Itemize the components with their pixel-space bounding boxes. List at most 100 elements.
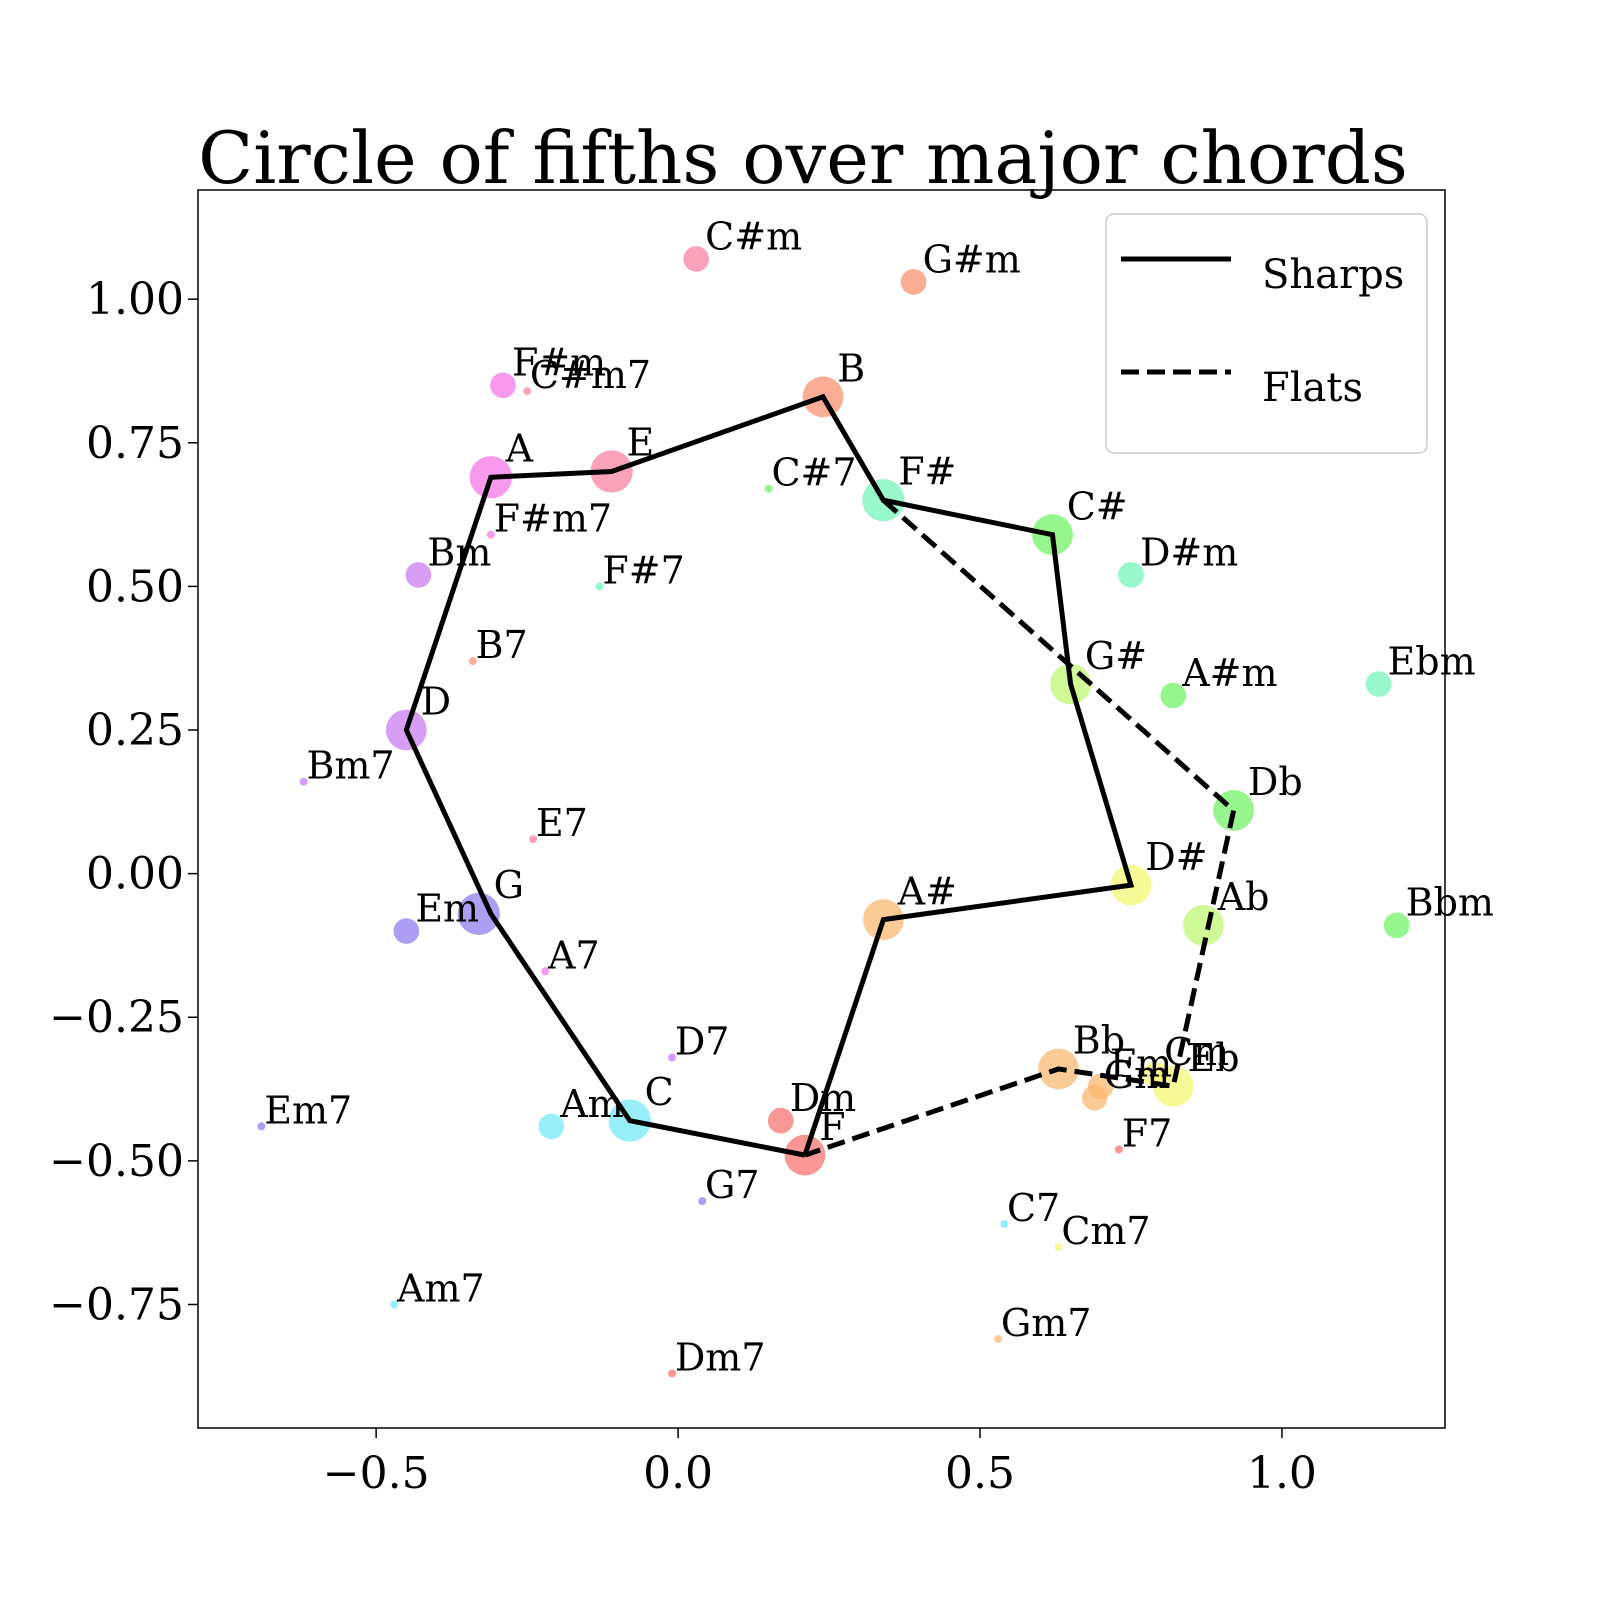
chart-point-labels: C#m G#m C#m7F#m B A E C#7 F#m7 F# C# D#m Bm F#7 B7 G# A… bbox=[264, 214, 1494, 1379]
point-label-dm7: Dm7 bbox=[675, 1335, 766, 1379]
point-bbm bbox=[1383, 912, 1410, 939]
point-label-a7: A7 bbox=[547, 933, 600, 977]
point-c-sharpm7 bbox=[523, 387, 532, 396]
y-tick-label: −0.75 bbox=[49, 1279, 184, 1330]
x-tick-label: 0.0 bbox=[643, 1448, 713, 1499]
legend-flats-label: Flats bbox=[1262, 365, 1363, 411]
y-tick-label: 0.75 bbox=[86, 418, 184, 469]
point-label-e: E bbox=[626, 421, 654, 465]
point-d-sharpm bbox=[1118, 562, 1144, 588]
point-em bbox=[393, 918, 420, 944]
point-label-g-sharp: G# bbox=[1085, 634, 1147, 678]
x-tick-label: −0.5 bbox=[323, 1448, 430, 1499]
point-label-em7: Em7 bbox=[264, 1088, 352, 1132]
point-label-eb: Eb bbox=[1188, 1036, 1240, 1080]
point-label-e7: E7 bbox=[536, 801, 588, 845]
point-c-sharp7 bbox=[764, 484, 773, 493]
point-g7 bbox=[698, 1197, 707, 1206]
point-gm7 bbox=[994, 1334, 1003, 1343]
point-label-a: A bbox=[505, 426, 534, 470]
point-label-c-sharpm7: C#m7 bbox=[530, 353, 651, 397]
point-f7 bbox=[1114, 1145, 1123, 1154]
point-label-am7: Am7 bbox=[396, 1266, 485, 1310]
point-gm bbox=[1081, 1084, 1108, 1111]
point-label-f-sharpm: F#m bbox=[512, 341, 606, 385]
point-label-db: Db bbox=[1248, 760, 1303, 804]
point-dm bbox=[767, 1107, 794, 1134]
plot-frame bbox=[197, 189, 1446, 1429]
y-tick-label: 1.00 bbox=[86, 274, 184, 325]
point-d7 bbox=[668, 1053, 677, 1062]
point-label-b: B bbox=[837, 347, 865, 391]
point-label-g: G bbox=[494, 863, 524, 907]
y-tick-label: 0.25 bbox=[86, 705, 184, 756]
point-label-ab: Ab bbox=[1217, 875, 1270, 919]
point-label-b7: B7 bbox=[476, 623, 528, 667]
y-tick-label: −0.50 bbox=[49, 1136, 184, 1187]
point-label-g-sharpm: G#m bbox=[923, 237, 1021, 281]
point-label-c-sharpm: C#m bbox=[705, 214, 802, 258]
point-dm7 bbox=[668, 1369, 677, 1378]
point-eb bbox=[1152, 1065, 1194, 1107]
point-label-ebm: Ebm bbox=[1388, 639, 1476, 683]
point-bm bbox=[405, 562, 432, 588]
point-label-bm7: Bm7 bbox=[306, 744, 394, 788]
point-bm7 bbox=[299, 777, 308, 786]
point-f-sharpm bbox=[490, 372, 516, 399]
point-label-cm: Cm bbox=[1164, 1030, 1229, 1074]
point-label-gm: Gm bbox=[1104, 1053, 1170, 1097]
point-label-c: C bbox=[645, 1070, 674, 1114]
point-label-gm7: Gm7 bbox=[1001, 1301, 1092, 1345]
point-cm7 bbox=[1054, 1243, 1063, 1252]
point-am7 bbox=[390, 1300, 399, 1309]
y-tick-label: −0.25 bbox=[49, 992, 184, 1043]
point-ebm bbox=[1365, 671, 1392, 697]
axis-ticks: −0.5 0.0 0.5 1.0 1.00 0.75 0.50 0.25 0.00 −0.25 −0… bbox=[49, 274, 1317, 1499]
point-c7 bbox=[1000, 1220, 1009, 1229]
legend-box bbox=[1105, 213, 1428, 454]
point-b7 bbox=[468, 657, 477, 666]
point-label-f-sharpm7: F#m7 bbox=[494, 497, 612, 541]
point-e7 bbox=[529, 835, 538, 844]
point-c-sharpm bbox=[683, 246, 710, 272]
point-label-d-sharp: D# bbox=[1145, 835, 1207, 879]
point-label-am: Am bbox=[559, 1082, 623, 1126]
point-label-c7: C7 bbox=[1007, 1186, 1060, 1230]
point-am bbox=[538, 1113, 565, 1140]
point-label-d-sharpm: D#m bbox=[1140, 530, 1238, 574]
point-em7 bbox=[257, 1122, 266, 1131]
point-label-f7: F7 bbox=[1122, 1111, 1173, 1155]
point-ab bbox=[1183, 904, 1224, 946]
point-label-c-sharp7: C#7 bbox=[771, 451, 856, 495]
point-label-bb: Bb bbox=[1073, 1019, 1125, 1063]
point-label-dm: Dm bbox=[790, 1076, 857, 1120]
chart-lines bbox=[403, 393, 1237, 1158]
point-g bbox=[457, 892, 500, 935]
point-label-bm: Bm bbox=[427, 530, 491, 574]
point-label-a-sharpm: A#m bbox=[1181, 651, 1277, 695]
x-tick-label: 1.0 bbox=[1247, 1448, 1317, 1499]
point-label-f-sharp: F# bbox=[898, 449, 956, 493]
point-label-cm7: Cm7 bbox=[1061, 1209, 1150, 1253]
y-tick-label: 0.50 bbox=[86, 561, 184, 612]
point-a-sharpm bbox=[1160, 682, 1187, 709]
point-label-fm: Fm bbox=[1110, 1042, 1172, 1086]
legend: Sharps Flats bbox=[1105, 213, 1428, 454]
point-label-d: D bbox=[421, 680, 451, 724]
point-f-sharp7 bbox=[595, 582, 604, 591]
point-a7 bbox=[541, 967, 550, 976]
point-label-em: Em bbox=[415, 886, 479, 930]
chart-title: Circle of fifths over major chords bbox=[198, 116, 1408, 200]
y-tick-label: 0.00 bbox=[86, 849, 184, 900]
point-label-f: F bbox=[819, 1105, 845, 1149]
point-label-f-sharp7: F#7 bbox=[602, 548, 684, 592]
x-tick-label: 0.5 bbox=[945, 1448, 1015, 1499]
point-label-d7: D7 bbox=[675, 1019, 730, 1063]
point-label-a-sharp: A# bbox=[897, 869, 957, 913]
legend-sharps-label: Sharps bbox=[1262, 252, 1404, 298]
point-label-g7: G7 bbox=[705, 1163, 760, 1207]
point-label-bbm: Bbm bbox=[1406, 881, 1494, 925]
point-f-sharpm7 bbox=[486, 530, 495, 539]
point-label-c-sharp: C# bbox=[1067, 484, 1128, 528]
